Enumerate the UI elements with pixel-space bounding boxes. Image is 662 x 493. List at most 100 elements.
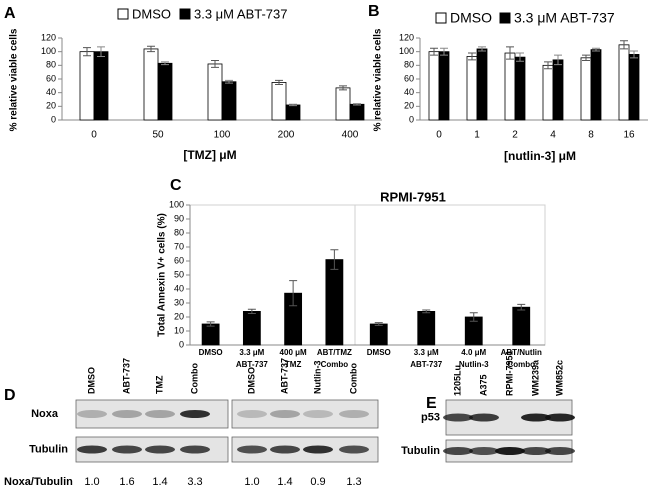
x-tick-label: DMSO <box>199 348 223 357</box>
error-bar <box>161 61 169 66</box>
x-tick-label: 100 <box>214 130 231 141</box>
lane-label: ABT-737 <box>279 358 289 394</box>
bar <box>618 44 630 121</box>
lane-label: Combo <box>189 363 199 394</box>
blot-band <box>303 445 333 454</box>
row-label: Tubulin <box>29 443 68 455</box>
x-tick-label: ABT/TMZ <box>317 348 352 357</box>
y-tick-label: 0 <box>409 114 414 124</box>
error-bar <box>147 45 155 53</box>
error-bar <box>630 50 638 59</box>
error-bar <box>225 79 233 84</box>
error-bar <box>430 47 438 56</box>
y-tick-label: 20 <box>174 311 184 321</box>
legend-swatch <box>435 12 447 24</box>
blot-band <box>237 445 267 454</box>
lane-label: DMSO <box>246 367 256 394</box>
y-tick-label: 80 <box>174 227 184 237</box>
panel-letter: C <box>170 177 182 194</box>
error-bar <box>97 46 105 57</box>
error-bar <box>211 60 219 68</box>
blot-band <box>77 410 107 418</box>
blot-band <box>112 410 142 418</box>
bar <box>349 103 365 121</box>
lane-label: RPMI-7951 <box>504 350 514 396</box>
y-axis-label: % relative viable cells <box>9 28 20 131</box>
bar <box>512 306 531 346</box>
blot-band <box>495 447 525 455</box>
x-axis-label: [nutlin-3] μM <box>504 149 576 163</box>
bar <box>580 57 592 121</box>
ratio-value: 1.6 <box>119 476 134 488</box>
error-bar <box>289 280 298 307</box>
y-tick-label: 40 <box>404 87 414 97</box>
ratio-value: 1.0 <box>84 476 99 488</box>
x-tick-label: 4.0 μM <box>461 348 486 357</box>
y-axis-label: Total Annexin V+ cells (%) <box>157 213 168 337</box>
error-bar <box>554 54 562 66</box>
panel-letter: E <box>426 395 437 412</box>
chart-title: RPMI-7951 <box>380 189 446 204</box>
blot-band <box>270 410 300 418</box>
error-bar <box>544 61 552 70</box>
legend-swatch <box>179 8 191 20</box>
error-bar <box>289 103 297 107</box>
bar <box>242 310 261 346</box>
bar <box>143 48 159 121</box>
error-bar <box>206 321 215 327</box>
lane-label: WM239a <box>530 359 540 396</box>
ratio-label: Noxa/Tubulin <box>4 476 73 488</box>
bar <box>542 64 554 121</box>
blot-band <box>521 447 551 455</box>
ratio-value: 1.4 <box>152 476 167 488</box>
blot-band <box>180 445 210 454</box>
x-tick-label: 0 <box>91 130 97 141</box>
y-tick-label: 20 <box>404 101 414 111</box>
x-tick-label: 8 <box>588 130 594 141</box>
y-tick-label: 0 <box>51 114 56 124</box>
bar <box>590 49 602 121</box>
lane-label: Combo <box>348 363 358 394</box>
y-tick-label: 0 <box>179 339 184 349</box>
y-tick-label: 30 <box>174 297 184 307</box>
panel-letter: A <box>4 5 16 22</box>
ratio-value: 1.0 <box>244 476 259 488</box>
y-tick-label: 120 <box>41 32 56 42</box>
blot-band <box>77 445 107 454</box>
bar <box>221 81 237 121</box>
bar <box>514 56 526 121</box>
bar <box>93 51 109 121</box>
y-tick-label: 80 <box>46 60 56 70</box>
error-bar <box>516 52 524 62</box>
legend-swatch <box>499 12 511 24</box>
error-bar <box>339 85 347 91</box>
y-tick-label: 90 <box>174 213 184 223</box>
bar <box>628 54 640 121</box>
x-tick-label: 2 <box>512 130 518 141</box>
bar <box>438 51 450 121</box>
ratio-value: 1.3 <box>346 476 361 488</box>
legend-label: 3.3 μM ABT-737 <box>514 10 615 26</box>
legend-label: 3.3 μM ABT-737 <box>194 6 287 21</box>
y-axis-label: % relative viable cells <box>373 28 384 131</box>
row-label: Noxa <box>31 408 59 420</box>
lane-label: A375 <box>478 374 488 396</box>
error-bar <box>506 46 514 60</box>
blot-strip <box>231 399 379 429</box>
bar <box>428 51 440 121</box>
blot-band <box>112 445 142 454</box>
y-tick-label: 100 <box>399 46 414 56</box>
x-tick-label: 400 <box>342 130 359 141</box>
bar <box>157 62 173 121</box>
y-tick-label: 60 <box>174 255 184 265</box>
y-tick-label: 40 <box>174 283 184 293</box>
panel-letter: B <box>368 3 380 20</box>
blot-band <box>443 447 473 455</box>
blot-band <box>469 447 499 455</box>
bar <box>476 48 488 121</box>
x-tick-label: ABT-737 <box>236 360 269 369</box>
ratio-value: 3.3 <box>187 476 202 488</box>
bar <box>325 259 344 346</box>
x-tick-label: DMSO <box>367 348 391 357</box>
y-tick-label: 10 <box>174 325 184 335</box>
